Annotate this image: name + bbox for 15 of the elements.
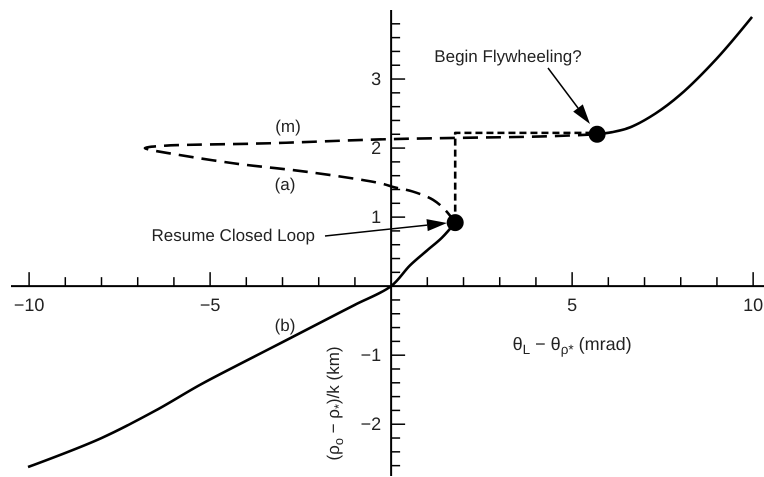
annotation: (m)	[275, 117, 301, 136]
x-tick-label: 10	[743, 295, 764, 316]
x-axis-title: θ$_{L}$ − θ$_{ρ*}$ (mrad)	[512, 334, 632, 358]
y-tick-label: 2	[371, 138, 382, 158]
x-tick-label: 5	[567, 295, 578, 316]
y-tick-label: −1	[360, 345, 382, 366]
annotation: Begin Flywheeling?	[434, 47, 582, 66]
y-tick-label: −2	[360, 414, 382, 434]
x-tick-label: −10	[14, 295, 44, 316]
y-tick-label: 1	[371, 207, 382, 228]
annotation: (b)	[274, 316, 296, 335]
x-tick-label: −5	[200, 295, 220, 316]
y-tick-label: 3	[371, 69, 382, 90]
annotation: (a)	[274, 175, 296, 194]
annotation: Resume Closed Loop	[152, 226, 315, 245]
